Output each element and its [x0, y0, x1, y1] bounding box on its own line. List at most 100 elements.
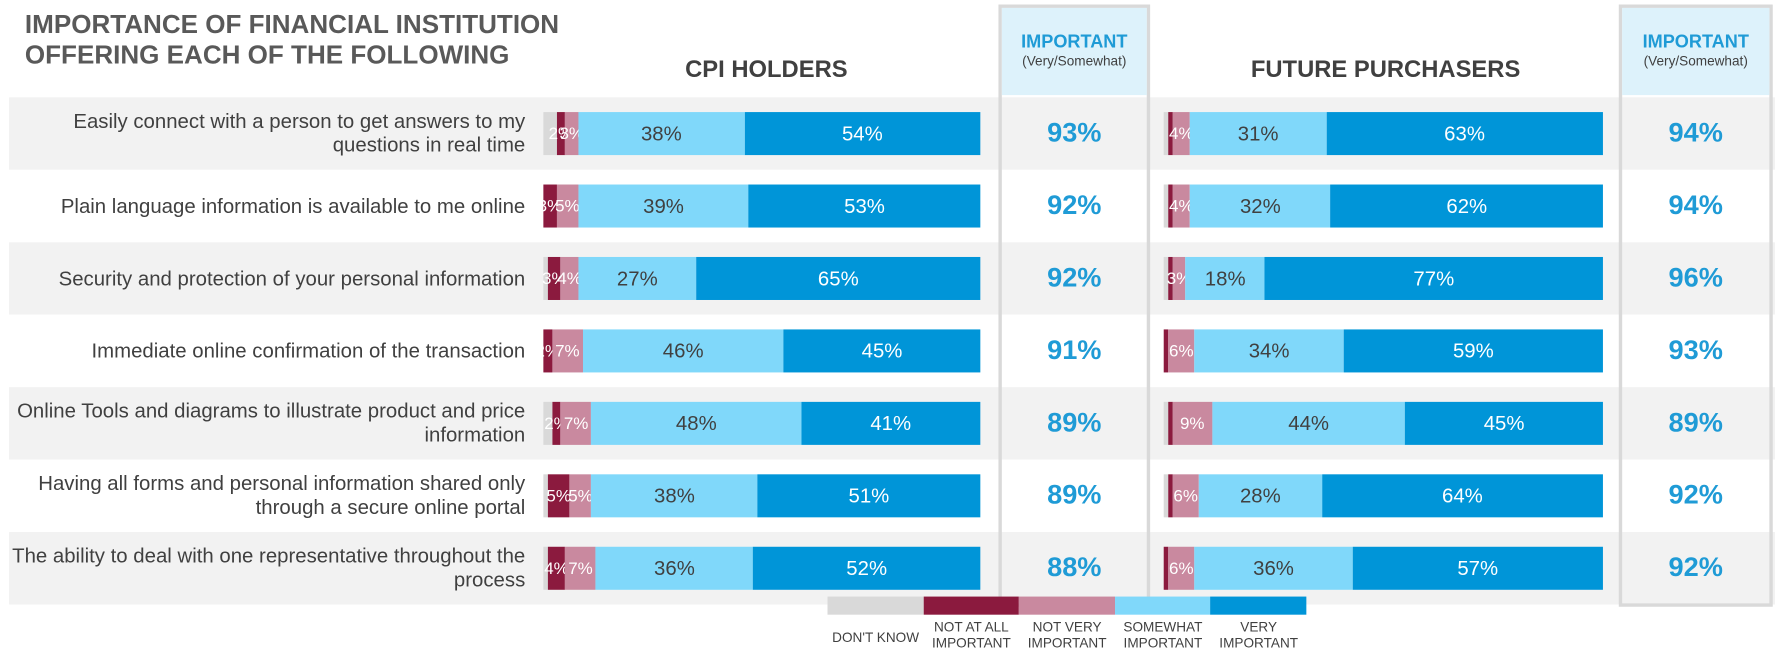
data-label: 63%	[1444, 121, 1485, 145]
chart-title: IMPORTANCE OF FINANCIAL INSTITUTION OFFE…	[24, 9, 560, 70]
bar-segment	[1172, 256, 1186, 300]
bar-segment	[1264, 256, 1603, 300]
category-label: Security and protection of your personal…	[58, 266, 526, 290]
bar-segment	[543, 184, 557, 228]
category-label: Having all forms and personal informatio…	[38, 472, 526, 519]
bar-segment	[783, 329, 981, 373]
bar-segment	[582, 329, 784, 373]
bar-segment	[1330, 184, 1603, 228]
bar-segment	[556, 184, 579, 228]
bar-segment	[696, 256, 981, 300]
data-label: 4%	[544, 558, 569, 578]
bar-segment	[1168, 329, 1195, 373]
bar-segment	[569, 474, 592, 518]
data-label: 3%	[559, 123, 585, 144]
data-label: 3%	[1166, 268, 1192, 289]
bar-segment	[591, 401, 802, 445]
legend-swatch	[1210, 596, 1307, 615]
legend-label: VERY IMPORTANT	[1219, 619, 1299, 651]
data-label: 39%	[643, 194, 684, 217]
data-label: 62%	[1446, 194, 1488, 217]
bar-segment	[1163, 546, 1169, 590]
important-value: 91%	[1047, 335, 1102, 366]
bar-segment	[744, 112, 981, 156]
legend-swatch	[1114, 596, 1211, 615]
category-label: The ability to deal with one representat…	[12, 544, 526, 591]
data-label: 4%	[557, 268, 582, 289]
data-label: 28%	[1239, 483, 1281, 507]
data-label: 38%	[654, 483, 695, 507]
bar-segment	[1168, 546, 1195, 590]
data-label: 36%	[1253, 556, 1294, 580]
data-label: 36%	[654, 556, 695, 580]
data-label: 38%	[640, 121, 682, 145]
bar-segment	[1168, 256, 1173, 300]
important-value: 92%	[1668, 552, 1723, 583]
legend-swatch	[923, 596, 1020, 615]
data-label: 7%	[568, 558, 593, 578]
bar-segment	[543, 329, 553, 373]
important-value: 89%	[1047, 407, 1102, 439]
important-value: 94%	[1668, 190, 1723, 221]
bar-segment	[1212, 401, 1406, 445]
important-value: 96%	[1668, 262, 1723, 294]
important-value: 94%	[1668, 117, 1723, 149]
bar-segment	[748, 184, 981, 228]
important-title: IMPORTANT	[1021, 32, 1128, 53]
bar-segment	[547, 546, 566, 590]
legend-label: NOT VERY IMPORTANT	[1027, 619, 1107, 651]
bar-segment	[1172, 112, 1191, 156]
bar-segment	[595, 546, 754, 590]
bar-segment	[543, 112, 557, 156]
data-label: 65%	[817, 266, 859, 290]
bar-segment	[543, 546, 548, 590]
data-label: 59%	[1452, 339, 1494, 362]
bar-segment	[543, 401, 553, 445]
bar-segment	[565, 112, 579, 156]
data-label: 4%	[1169, 196, 1194, 216]
panel-title: CPI HOLDERS	[685, 56, 848, 83]
important-subtitle: (Very/Somewhat)	[1022, 53, 1127, 70]
important-column	[1618, 4, 1773, 607]
bar-segment	[543, 256, 548, 300]
bar-segment	[543, 474, 548, 518]
bar-segment	[1168, 474, 1173, 518]
legend-label: NOT AT ALL IMPORTANT	[932, 619, 1011, 651]
important-value: 93%	[1047, 117, 1102, 149]
legend-swatch	[1019, 596, 1115, 615]
data-label: 18%	[1204, 266, 1246, 290]
data-label: 44%	[1288, 411, 1330, 435]
bar-segment	[1163, 401, 1169, 445]
important-value: 92%	[1047, 262, 1102, 294]
data-label: 45%	[861, 339, 903, 362]
panel-title: FUTURE PURCHASERS	[1250, 56, 1521, 83]
data-label: 32%	[1239, 194, 1281, 217]
bar-segment	[1168, 401, 1173, 445]
bar-segment	[591, 474, 758, 518]
important-title: IMPORTANT	[1642, 32, 1749, 53]
bar-segment	[1168, 184, 1173, 228]
data-label: 5%	[568, 486, 593, 506]
data-label: 54%	[841, 121, 883, 145]
data-label: 4%	[1169, 123, 1194, 144]
bar-segment	[1172, 184, 1191, 228]
bar-segment	[1194, 329, 1344, 373]
bar-segment	[547, 256, 561, 300]
bar-segment	[1163, 112, 1169, 156]
bar-segment	[556, 112, 566, 156]
data-label: 9%	[1179, 413, 1205, 433]
data-label: 5%	[555, 196, 580, 216]
bar-segment	[1190, 184, 1331, 228]
data-label: 53%	[844, 194, 885, 217]
category-label: Plain language information is available …	[60, 194, 526, 217]
data-label: 57%	[1457, 556, 1499, 580]
bar-segment	[560, 401, 592, 445]
bar-segment	[560, 256, 579, 300]
bar-segment	[1168, 112, 1173, 156]
bar-segment	[578, 184, 749, 228]
data-label: 45%	[1483, 411, 1525, 435]
bar-segment	[1163, 329, 1169, 373]
bar-segment	[1326, 112, 1603, 156]
